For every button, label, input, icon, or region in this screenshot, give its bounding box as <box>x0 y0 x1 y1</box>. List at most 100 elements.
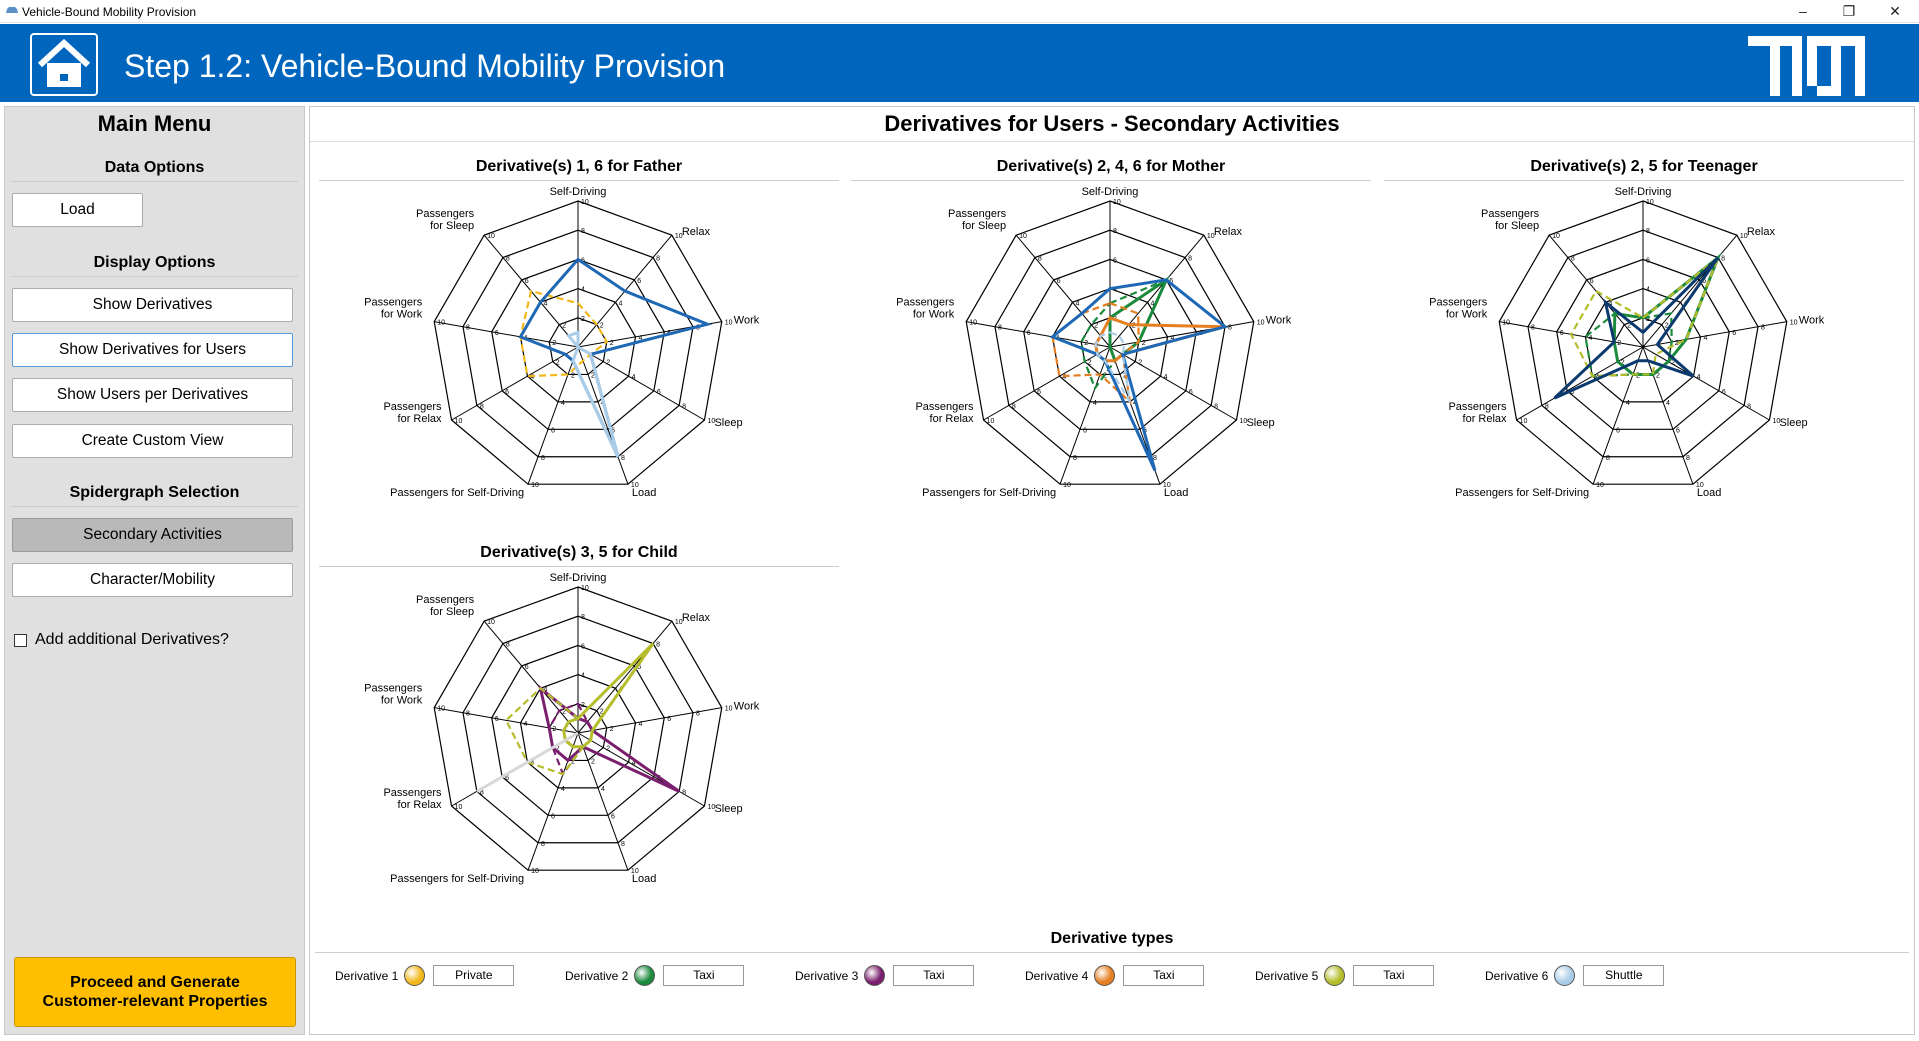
restore-button[interactable]: ❐ <box>1842 3 1856 19</box>
radar-axis-label: Passengers for Work <box>364 297 423 321</box>
derivative-type-field[interactable]: Taxi <box>1353 965 1435 986</box>
show-derivatives-for-users-button[interactable]: Show Derivatives for Users <box>12 333 293 367</box>
radar-tick-label: 8 <box>1571 256 1575 263</box>
home-button[interactable] <box>30 33 98 96</box>
radar-tick-label: 8 <box>1761 325 1765 332</box>
radar-tick-label: 10 <box>1596 482 1604 489</box>
radar-axis-label: Passengers for Sleep <box>948 208 1007 232</box>
radar-tick-label: 4 <box>1646 287 1650 294</box>
radar-tick-label: 2 <box>562 709 566 716</box>
derivative-type-field[interactable]: Taxi <box>893 965 975 986</box>
radar-ring <box>433 586 723 871</box>
radar-spoke <box>1059 346 1111 485</box>
radar-tick-label: 8 <box>1073 455 1077 462</box>
radar-ring <box>1023 258 1197 430</box>
radar-spoke <box>1516 346 1644 421</box>
radar-axis-label: Passengers for Self-Driving <box>390 487 524 499</box>
radar-spoke <box>434 321 579 348</box>
radar-axis-label: Work <box>734 315 760 327</box>
add-derivatives-row[interactable]: Add additional Derivatives? <box>14 631 229 649</box>
derivative-type-field[interactable]: Taxi <box>663 965 745 986</box>
radar-series-d6 <box>1049 278 1229 472</box>
radar-tick-label: 4 <box>632 760 636 767</box>
radar-tick-label: 6 <box>551 813 555 820</box>
radar-axis-label: Work <box>1266 315 1292 327</box>
radar-spoke <box>983 346 1111 421</box>
radar-tick-label: 8 <box>480 789 484 796</box>
minimize-button[interactable]: – <box>1799 3 1807 19</box>
chart-title-teenager: Derivative(s) 2, 5 for Teenager <box>1530 158 1758 175</box>
radar-spoke <box>1548 234 1644 348</box>
chart-title-father: Derivative(s) 1, 6 for Father <box>475 158 683 175</box>
window-titlebar: Vehicle-Bound Mobility Provision – ❐ ✕ <box>0 0 1919 23</box>
legend-color-dot <box>864 965 886 986</box>
radar-tick-label: 8 <box>621 455 625 462</box>
radar-tick-label: 6 <box>1083 427 1087 434</box>
radar-grid: 2468102468102468102468102468102468102468… <box>965 199 1265 489</box>
radar-ring <box>491 644 665 816</box>
proceed-label-line2: Customer-relevant Properties <box>42 993 268 1010</box>
derivative-type-field[interactable]: Private <box>433 965 515 986</box>
radar-series-d5 <box>562 642 655 749</box>
radar-axis-label: Passengers for Relax <box>383 787 442 811</box>
spidergraph-selection-heading: Spidergraph Selection <box>11 484 298 507</box>
radar-tick-label: 4 <box>1626 400 1630 407</box>
create-custom-view-button[interactable]: Create Custom View <box>12 424 293 458</box>
radar-tick-label: 10 <box>631 482 639 489</box>
radar-tick-label: 6 <box>611 813 615 820</box>
radar-tick-label: 10 <box>1113 199 1121 206</box>
radar-tick-label: 6 <box>1616 427 1620 434</box>
radar-tick-label: 10 <box>1696 482 1704 489</box>
radar-series-d4 <box>1094 315 1226 363</box>
radar-axis-label: Load <box>632 873 656 885</box>
spider-chart-father: 2 4 6 8 10 2 4 6 8 10 2 4 6 8 10 2 4 6 8 10 2 4 6 8 10 2 4 6 8 10 2 4 6 8… <box>364 186 760 499</box>
radar-ring <box>1051 287 1169 403</box>
show-derivatives-button[interactable]: Show Derivatives <box>12 288 293 322</box>
legend-item-derivative-2: Derivative 2 Taxi <box>565 965 745 986</box>
data-options-heading: Data Options <box>11 159 298 182</box>
legend-label: Derivative 4 <box>1025 968 1089 983</box>
radar-tick-label: 4 <box>1704 335 1708 342</box>
window-title: Vehicle-Bound Mobility Provision <box>22 5 197 19</box>
radar-tick-label: 8 <box>480 403 484 410</box>
close-button[interactable]: ✕ <box>1889 3 1901 19</box>
radar-axis-label: Self-Driving <box>550 186 607 198</box>
radar-tick-label: 8 <box>696 325 700 332</box>
radar-spoke <box>434 707 579 734</box>
legend-label: Derivative 2 <box>565 968 629 983</box>
radar-tick-label: 2 <box>1671 360 1675 367</box>
secondary-activities-button[interactable]: Secondary Activities <box>12 518 293 552</box>
load-button[interactable]: Load <box>12 193 143 227</box>
radar-tick-label: 4 <box>530 374 534 381</box>
radar-axis-label: Load <box>1164 487 1188 499</box>
radar-tick-label: 4 <box>1171 335 1175 342</box>
character-mobility-button[interactable]: Character/Mobility <box>12 563 293 597</box>
radar-tick-label: 10 <box>987 418 995 425</box>
show-users-per-derivatives-button[interactable]: Show Users per Derivatives <box>12 378 293 412</box>
radar-tick-label: 2 <box>581 316 585 323</box>
derivative-type-field[interactable]: Taxi <box>1123 965 1205 986</box>
radar-tick-label: 4 <box>1062 374 1066 381</box>
radar-tick-label: 10 <box>1740 233 1748 240</box>
radar-tick-label: 6 <box>1646 257 1650 264</box>
radar-tick-label: 4 <box>1697 374 1701 381</box>
radar-tick-label: 10 <box>581 585 589 592</box>
radar-tick-label: 4 <box>1666 400 1670 407</box>
radar-ring <box>519 673 637 789</box>
radar-series-d6 <box>1094 331 1132 403</box>
radar-axis-label: Sleep <box>1779 417 1807 429</box>
radar-grid: 2468102468102468102468102468102468102468… <box>433 199 733 489</box>
radar-spoke <box>1015 234 1111 348</box>
radar-tick-label: 4 <box>1113 287 1117 294</box>
page-title: Step 1.2: Vehicle-Bound Mobility Provisi… <box>124 48 726 84</box>
radar-tick-label: 6 <box>611 427 615 434</box>
add-derivatives-checkbox[interactable] <box>14 633 27 647</box>
proceed-button[interactable]: Proceed and Generate Customer-relevant Pr… <box>14 957 296 1027</box>
radar-ring <box>965 200 1255 485</box>
derivative-type-field[interactable]: Shuttle <box>1583 965 1665 986</box>
radar-tick-label: 10 <box>969 320 977 327</box>
radar-tick-label: 6 <box>667 716 671 723</box>
radar-tick-label: 4 <box>1093 400 1097 407</box>
radar-tick-label: 10 <box>1257 320 1265 327</box>
radar-axis-label: Passengers for Work <box>896 297 955 321</box>
